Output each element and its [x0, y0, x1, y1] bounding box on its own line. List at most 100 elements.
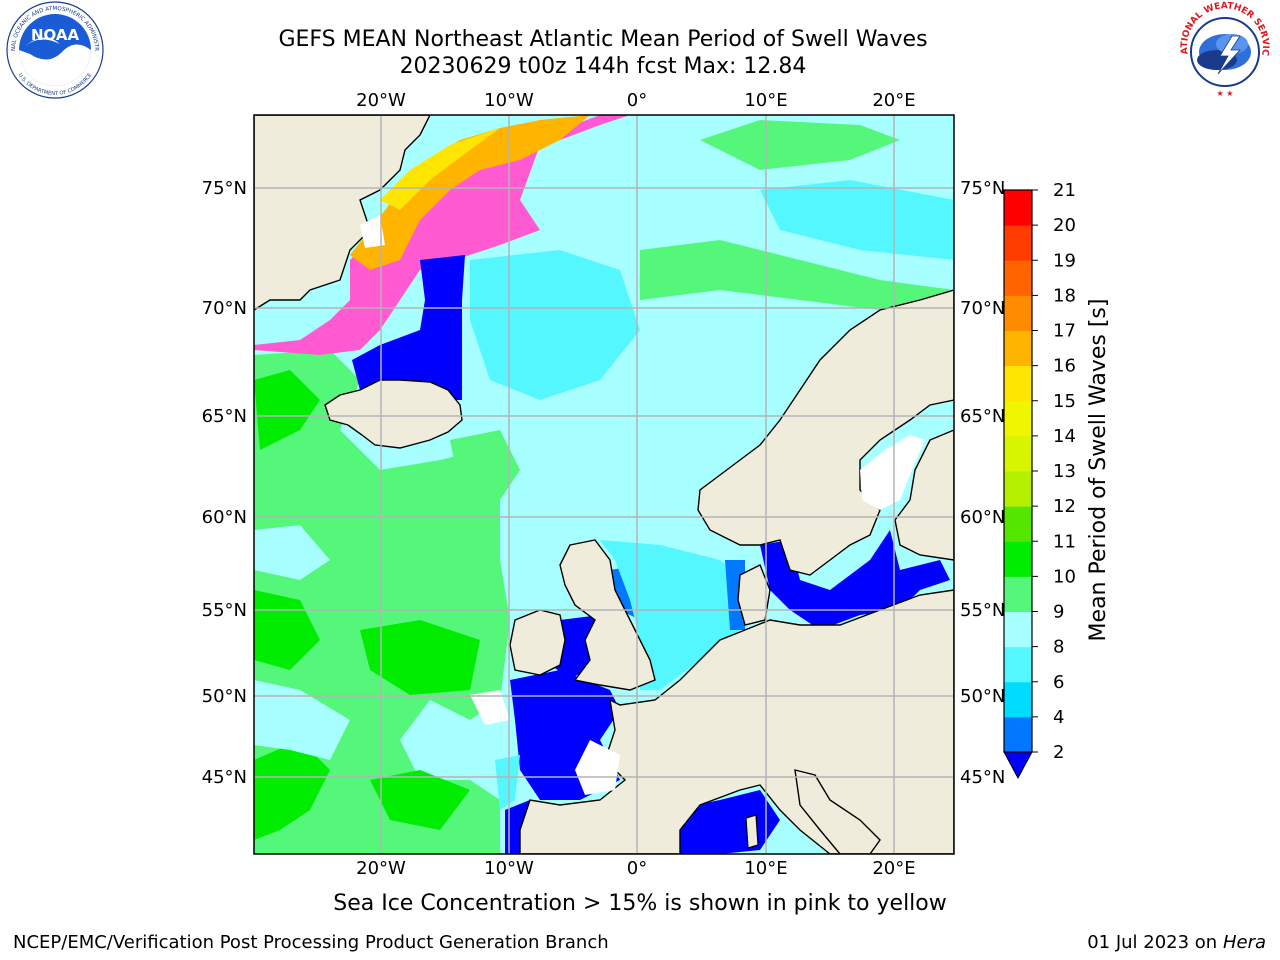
swell-region-norwegian-green	[640, 240, 954, 310]
land-gulf-bothnia-water	[860, 435, 925, 510]
colorbar-segment	[1004, 435, 1032, 472]
lat-label-left: 70°N	[202, 298, 247, 319]
colorbar-segment	[1004, 365, 1032, 402]
swell-region-west-bright	[370, 770, 470, 830]
lon-label-bottom: 20°E	[872, 858, 915, 879]
colorbar: 2 4 6 8 9 10 11 12 13 14 15 16 17 18 19 20 21	[1003, 180, 1076, 780]
colorbar-segment	[1004, 681, 1032, 718]
footer-date: 01 Jul 2023 on Hera	[1087, 932, 1266, 954]
colorbar-tick-label: 15	[1053, 391, 1076, 412]
graticule	[254, 115, 954, 854]
colorbar-tick-label: 18	[1053, 285, 1076, 306]
lon-label-bottom: 10°W	[484, 858, 534, 879]
colorbar-tick-label: 2	[1053, 742, 1064, 763]
lat-label-right: 55°N	[960, 600, 1005, 621]
colorbar-segment	[1004, 646, 1032, 683]
colorbar-segment	[1004, 260, 1032, 296]
lat-label-right: 75°N	[960, 178, 1005, 199]
lat-label-right: 50°N	[960, 686, 1005, 707]
nws-logo-icon: NATIONAL WEATHER SERVICE ★ ★	[1170, 0, 1271, 98]
swell-region-west-bright	[254, 740, 330, 840]
chart-title: GEFS MEAN Northeast Atlantic Mean Period…	[278, 27, 928, 52]
colorbar-tick-label: 12	[1053, 496, 1076, 517]
footer-date-text: 01 Jul 2023 on	[1087, 932, 1223, 953]
map-frame	[253, 114, 955, 855]
colorbar-tick-label: 21	[1053, 180, 1076, 201]
land-finland	[894, 429, 954, 561]
noaa-logo-text: NOAA	[31, 26, 80, 44]
colorbar-tick-label: 19	[1053, 250, 1076, 271]
map-area	[254, 115, 954, 854]
lat-label-right: 70°N	[960, 298, 1005, 319]
land-iceland	[324, 379, 463, 449]
colorbar-tick-label: 4	[1053, 707, 1064, 728]
colorbar-segment	[1004, 506, 1032, 542]
lat-label-right: 60°N	[960, 507, 1005, 528]
swell-region-southwest-light	[254, 680, 350, 760]
noaa-logo-icon: NOAA NATIONAL OCEANIC AND ATMOSPHERIC AD…	[0, 0, 104, 99]
lat-label-left: 75°N	[202, 178, 247, 199]
colorbar-tick-label: 11	[1053, 531, 1076, 552]
footer-credit: NCEP/EMC/Verification Post Processing Pr…	[13, 932, 609, 953]
colorbar-tick-label: 6	[1053, 672, 1064, 693]
colorbar-tick-label: 16	[1053, 356, 1076, 377]
land-great-britain	[559, 539, 656, 691]
swell-region-west-bright	[360, 620, 480, 695]
land-scandinavia	[697, 289, 954, 576]
lon-label-top: 20°W	[356, 90, 406, 111]
lon-label-top: 10°E	[744, 90, 787, 111]
land-ireland	[509, 609, 566, 676]
swell-region-norwegian-cyan	[470, 250, 640, 400]
colorbar-segment	[1004, 576, 1032, 612]
chart-subtitle: 20230629 t00z 144h fcst Max: 12.84	[399, 54, 807, 79]
svg-text:★ ★: ★ ★	[1217, 89, 1234, 98]
lat-label-right: 45°N	[960, 767, 1005, 788]
colorbar-tick-label: 14	[1053, 426, 1076, 447]
colorbar-segment	[1004, 611, 1032, 648]
colorbar-tick-label: 20	[1053, 215, 1076, 236]
nodata-patch	[470, 690, 510, 725]
lon-label-bottom: 10°E	[744, 858, 787, 879]
lat-label-left: 65°N	[202, 406, 247, 427]
colorbar-tick-label: 10	[1053, 566, 1076, 587]
colorbar-segment	[1004, 716, 1032, 753]
sea-ice-caption: Sea Ice Concentration > 15% is shown in …	[333, 891, 947, 916]
land-continental-europe	[519, 589, 954, 854]
lat-label-left: 55°N	[202, 600, 247, 621]
colorbar-tick-label: 13	[1053, 461, 1076, 482]
lat-label-left: 50°N	[202, 686, 247, 707]
nodata-patch	[575, 740, 620, 795]
sea-ice-region	[254, 115, 630, 355]
lon-label-bottom: 20°W	[356, 858, 406, 879]
land-italy-boot	[794, 769, 881, 854]
lat-label-left: 60°N	[202, 507, 247, 528]
colorbar-extend-arrow	[1003, 751, 1033, 780]
nodata-patch	[360, 215, 385, 248]
swell-region-mid	[450, 430, 520, 500]
colorbar-segment	[1004, 471, 1032, 507]
land-corsica-sardinia	[745, 814, 759, 849]
footer-host: Hera	[1222, 932, 1266, 953]
lon-label-top: 0°	[627, 90, 647, 111]
colorbar-segment	[1004, 541, 1032, 577]
lat-label-right: 65°N	[960, 406, 1005, 427]
colorbar-segment	[1004, 330, 1032, 367]
swell-region-iberia-west	[495, 755, 520, 810]
lat-label-left: 45°N	[202, 767, 247, 788]
sea-ice-region	[350, 115, 590, 270]
colorbar-tick-label: 9	[1053, 602, 1064, 623]
lon-label-top: 20°E	[872, 90, 915, 111]
swell-region-southwest-light	[254, 525, 330, 580]
sea-ice-region	[380, 128, 500, 210]
colorbar-segment	[1004, 190, 1032, 226]
colorbar-label: Mean Period of Swell Waves [s]	[1086, 299, 1111, 642]
swell-region-iceland-south	[254, 370, 320, 450]
colorbar-segment	[1004, 225, 1032, 261]
lon-label-top: 10°W	[484, 90, 534, 111]
swell-region-norwegian-cyan	[760, 180, 954, 260]
colorbar-segment	[1004, 400, 1032, 437]
colorbar-tick-label: 8	[1053, 637, 1064, 658]
lon-label-bottom: 0°	[627, 858, 647, 879]
colorbar-segment	[1004, 295, 1032, 331]
